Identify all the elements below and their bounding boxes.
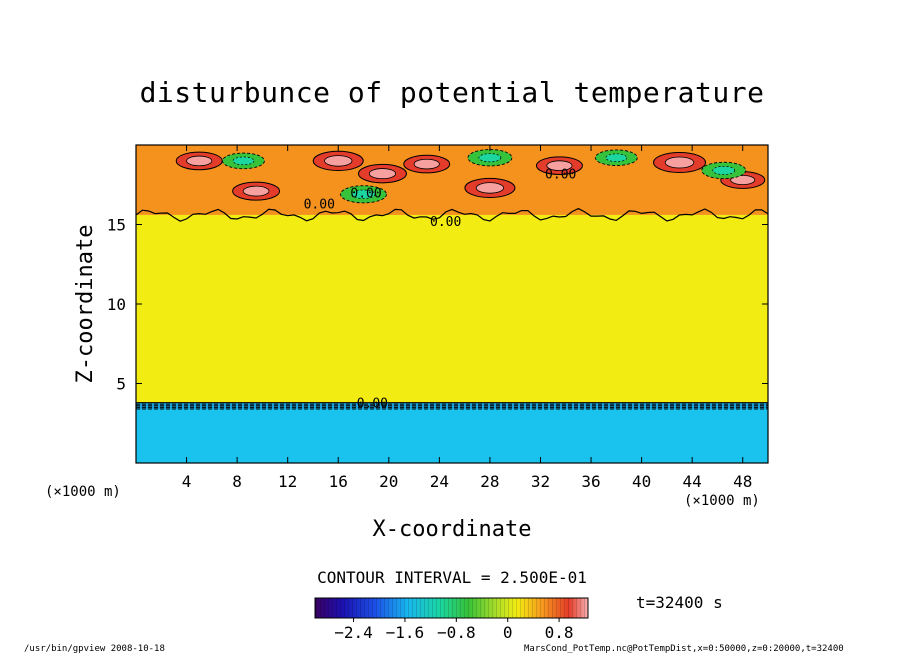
colorbar-tick-labels: −2.4 −1.6 −0.8 0 0.8	[334, 618, 574, 642]
colorbar-tick-label-3: −0.8	[437, 623, 476, 642]
time-label: t=32400 s	[636, 593, 723, 612]
x-tick-label-4: 4	[182, 472, 192, 491]
x-tick-label-8: 8	[232, 472, 242, 491]
warm-core-1	[186, 155, 213, 167]
colorbar-tick-label-2: −1.6	[386, 623, 425, 642]
colorbar: −2.4 −1.6 −0.8 0 0.8	[314, 597, 589, 642]
x-axis-label: X-coordinate	[373, 517, 532, 542]
contour-label-2: 0.00	[430, 215, 461, 230]
colorbar-tick-label-1: −2.4	[334, 623, 373, 642]
chart-title: disturbunce of potential temperature	[140, 76, 765, 109]
x-tick-label-16: 16	[329, 472, 348, 491]
y-axis-ticks: 5 10 15	[107, 216, 768, 394]
cool-core-2	[351, 189, 376, 199]
anomaly-centers	[175, 149, 766, 204]
warm-core-8	[664, 156, 695, 169]
colorbar-tick-label-4: 0	[503, 623, 513, 642]
y-tick-label-5: 5	[116, 375, 126, 394]
warm-core-6	[475, 182, 505, 194]
x-tick-label-40: 40	[632, 472, 651, 491]
warm-core-9	[730, 174, 756, 186]
contour-interval: CONTOUR INTERVAL = 2.500E-01	[317, 568, 587, 587]
colorbar-levels	[315, 598, 588, 618]
x-tick-label-28: 28	[480, 472, 499, 491]
x-tick-label-12: 12	[278, 472, 297, 491]
middle-layer	[136, 214, 768, 405]
interface-contours	[136, 402, 768, 410]
contour-label-3: 0.00	[304, 198, 335, 213]
warm-core-4	[368, 168, 397, 180]
upper-boundary-contour	[136, 207, 768, 222]
cool-core-1	[232, 156, 255, 166]
x-tick-label-44: 44	[683, 472, 702, 491]
contour-label-4: 0.00	[350, 186, 381, 201]
cool-core-3	[478, 153, 502, 163]
y-tick-label-10: 10	[107, 295, 126, 314]
contour-label-5: 0.00	[357, 396, 388, 411]
footer-right: MarsCond_PotTemp.nc@PotTempDist,x=0:5000…	[524, 644, 844, 654]
y-tick-label-15: 15	[107, 216, 126, 235]
x-tick-label-32: 32	[531, 472, 550, 491]
colorbar-tick-label-5: 0.8	[545, 623, 574, 642]
x-unit-label: (×1000 m)	[684, 493, 760, 509]
warm-core-5	[413, 158, 440, 170]
footer-left: /usr/bin/gpview 2008-10-18	[24, 644, 165, 654]
colorbar-frame	[314, 597, 589, 619]
y-unit-label: (×1000 m)	[45, 484, 121, 500]
cool-core-5	[712, 165, 736, 175]
cool-core-4	[605, 153, 628, 162]
warm-core-7	[546, 160, 573, 171]
warm-core-3	[324, 155, 353, 167]
y-axis-label: Z-coordinate	[73, 225, 98, 384]
plot-area: 0.00 0.00 0.00 0.00 0.00	[136, 145, 768, 463]
x-axis-ticks: 4 8 12 16 20 24 28 32 36 40 44 48	[182, 145, 752, 491]
contour-labels: 0.00 0.00 0.00 0.00 0.00	[304, 167, 577, 411]
x-tick-label-20: 20	[379, 472, 398, 491]
warm-core-2	[242, 185, 270, 197]
contour-label-1: 0.00	[545, 167, 576, 182]
x-tick-label-48: 48	[733, 472, 752, 491]
x-tick-label-36: 36	[581, 472, 600, 491]
lower-layer	[136, 404, 768, 463]
x-tick-label-24: 24	[430, 472, 449, 491]
